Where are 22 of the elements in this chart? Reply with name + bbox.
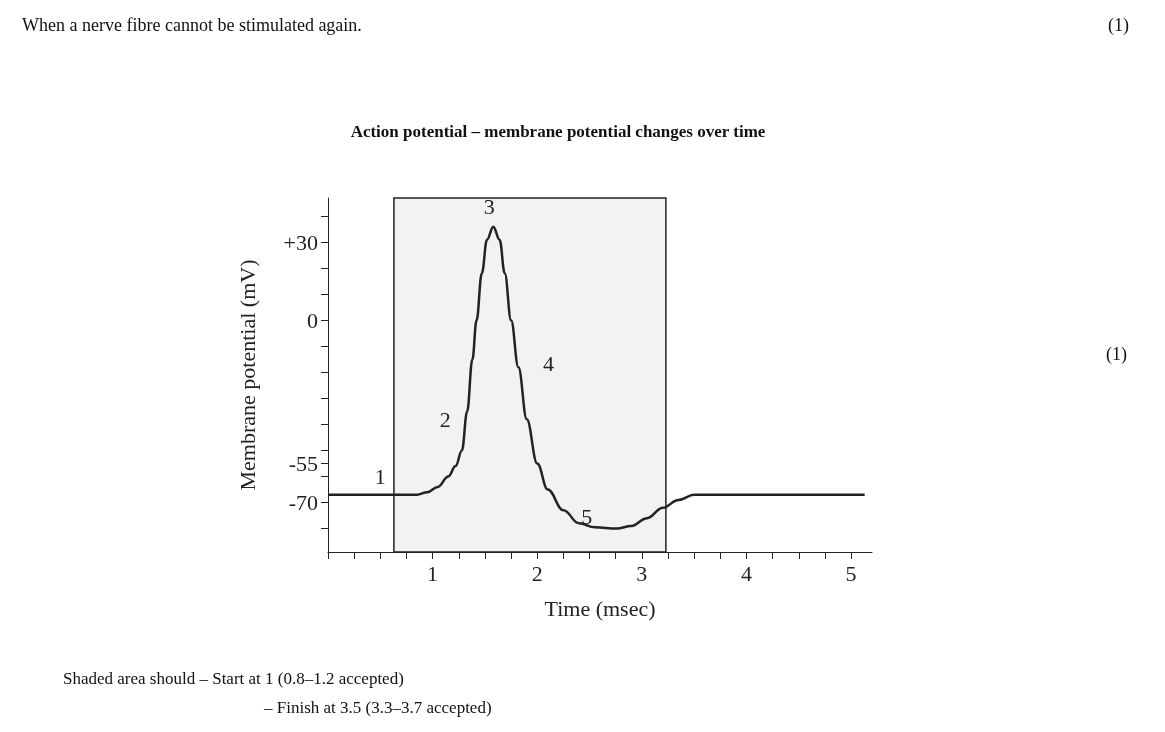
text: (1) bbox=[1106, 344, 1128, 365]
text: When a nerve fibre cannot be stimulated again. bbox=[22, 15, 362, 35]
annotation: 5 bbox=[581, 504, 593, 530]
annotation: 1 bbox=[374, 464, 386, 490]
annotation: 2 bbox=[439, 406, 451, 432]
x-axis-title: Time (msec) bbox=[544, 595, 656, 621]
x-tick-label: 4 bbox=[740, 560, 752, 586]
x-tick-label: 5 bbox=[845, 560, 857, 586]
text: – Finish at 3.5 (3.3–3.7 accepted) bbox=[263, 698, 492, 717]
y-tick-label: -70 bbox=[288, 490, 318, 516]
text: Shaded area should – Start at 1 (0.8–1.2 accepted) bbox=[63, 669, 404, 688]
annotation: 4 bbox=[542, 350, 554, 376]
y-tick-label: 0 bbox=[307, 307, 318, 333]
x-tick-label: 2 bbox=[531, 560, 543, 586]
y-tick-label: +30 bbox=[283, 229, 318, 255]
y-tick-label: -55 bbox=[288, 451, 318, 476]
x-tick-label: 3 bbox=[636, 560, 648, 586]
chart-title: Action potential – membrane potential changes over time bbox=[350, 122, 766, 141]
y-axis-title: Membrane potential (mV) bbox=[234, 259, 260, 491]
text: (1) bbox=[1108, 15, 1130, 36]
annotation: 3 bbox=[483, 194, 495, 220]
x-tick-label: 1 bbox=[427, 560, 439, 586]
